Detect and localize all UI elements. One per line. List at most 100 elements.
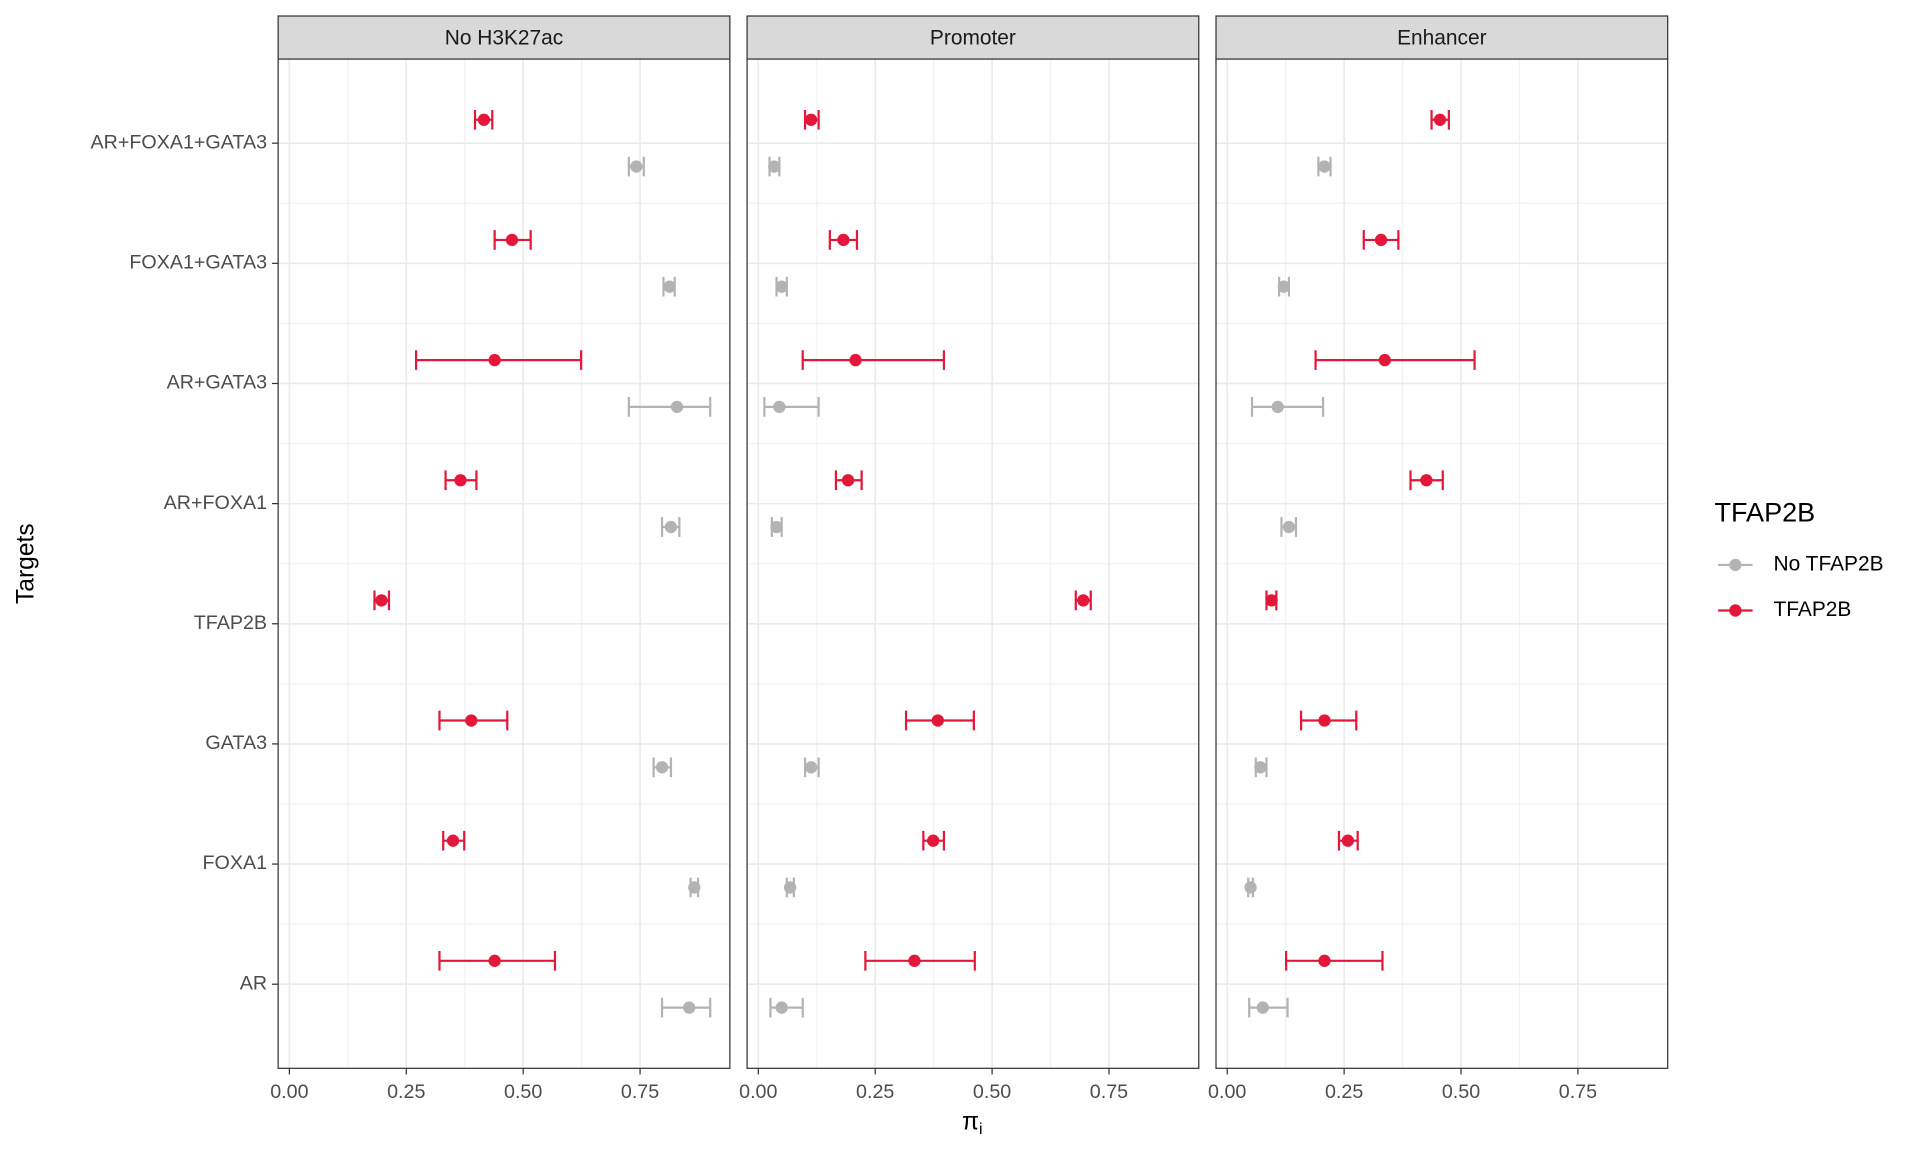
error-point [373,590,391,611]
point [663,280,676,293]
error-point [1362,230,1400,250]
error-bar [1250,397,1325,417]
error-point [922,830,946,851]
legend-key-dot [1729,604,1742,617]
y-tick-label: TFAP2B [194,612,267,634]
error-point [1244,877,1257,898]
point [849,353,862,367]
point [1420,474,1433,487]
point [1271,400,1284,414]
error-point [864,950,976,971]
strip-title: Promoter [930,26,1016,49]
error-point [627,397,712,417]
error-point [627,156,645,177]
error-point [473,109,494,130]
point [1244,881,1257,894]
error-point [493,230,532,250]
y-tick-label: AR+FOXA1 [164,492,267,514]
x-tick-label: 0.50 [973,1081,1011,1103]
error-point [1250,397,1325,417]
point [1318,954,1331,967]
point [1374,233,1388,247]
point [465,714,478,727]
point [446,834,460,847]
error-point [442,830,466,851]
error-point [803,757,820,778]
error-point [1317,156,1332,177]
x-tick-label: 0.25 [387,1081,425,1103]
error-point [652,757,673,778]
legend-label: TFAP2B [1774,598,1852,621]
point [488,353,501,367]
panel-border [746,58,1200,1069]
point [804,113,818,126]
x-axis-title-main: π [962,1108,979,1135]
x-axis-title: πi [962,1108,983,1138]
error-point [688,877,701,898]
error-point [763,397,820,417]
point [783,881,797,894]
y-tick-label: AR+GATA3 [167,372,268,394]
error-point [775,276,788,297]
point [477,113,491,126]
y-tick-label: AR [240,972,267,994]
point [670,400,684,414]
error-point [1280,517,1298,537]
error-point [414,350,583,370]
x-tick-label: 0.25 [856,1081,894,1103]
strip [746,15,1200,60]
point [688,881,701,894]
error-point [1248,997,1289,1018]
point [908,954,921,967]
legend-key-dot [1729,558,1742,572]
x-tick-label: 0.25 [1325,1081,1363,1103]
legend-title: TFAP2B [1714,497,1815,528]
error-point [1277,276,1291,297]
point [773,400,786,414]
error-point [1337,830,1359,851]
point [1318,160,1331,173]
y-tick-label: AR+FOXA1+GATA3 [91,131,268,153]
error-point [438,710,509,731]
error-point [662,276,676,297]
error-bar [1314,350,1476,370]
error-point [660,997,712,1018]
error-point [801,350,946,370]
panel-border [277,58,731,1069]
error-point [444,470,478,491]
strip [1215,15,1669,60]
error-point [769,997,804,1018]
error-point [438,950,557,971]
x-tick-label: 0.00 [1208,1081,1246,1103]
point [775,280,788,293]
error-bar [627,397,712,417]
error-point [803,109,820,130]
point [927,834,940,847]
point [768,160,781,173]
error-point [1430,109,1450,130]
x-tick-label: 0.00 [739,1081,777,1103]
point [454,474,467,487]
point [1254,761,1267,774]
point [1341,834,1355,847]
error-point [1299,710,1358,731]
x-axis-title-sub: i [979,1121,983,1138]
point [1433,113,1447,126]
x-tick-label: 0.75 [1090,1081,1128,1103]
point [804,761,818,774]
point [375,594,388,607]
error-point [1314,350,1476,370]
error-point [1254,757,1268,778]
point [837,233,850,247]
x-tick-label: 0.50 [1442,1081,1480,1103]
x-tick-label: 0.75 [1559,1081,1597,1103]
point [664,520,678,534]
error-point [1285,950,1384,971]
error-bar [1285,950,1384,971]
point [1277,280,1290,293]
point [841,474,855,487]
point [775,1001,788,1014]
y-axis-title: Targets [13,523,40,604]
point [770,520,783,534]
